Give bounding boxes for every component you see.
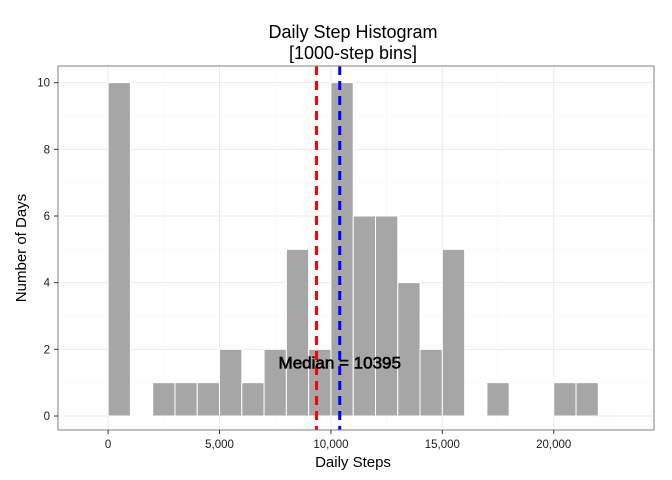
histogram-bar bbox=[285, 248, 310, 417]
histogram-bar bbox=[441, 248, 466, 417]
x-axis-ticks: 0 5,000 10,000 15,000 20,000 bbox=[105, 430, 571, 451]
histogram-bar bbox=[152, 382, 176, 417]
histogram-bar bbox=[219, 348, 243, 417]
histogram-bar bbox=[241, 382, 265, 417]
y-tick-label: 0 bbox=[44, 411, 50, 423]
histogram-bar bbox=[174, 382, 198, 417]
y-tick-label: 2 bbox=[44, 344, 50, 356]
y-axis-ticks: 0 2 4 6 8 10 bbox=[37, 78, 58, 423]
histogram-bar bbox=[530, 415, 555, 418]
reference-lines bbox=[315, 66, 342, 430]
histogram-bar bbox=[397, 282, 421, 417]
y-tick-label: 4 bbox=[44, 278, 51, 290]
chart-title-line1: Daily Step Histogram bbox=[268, 22, 437, 42]
histogram-bar bbox=[107, 82, 131, 417]
y-axis-title: Number of Days bbox=[13, 194, 30, 302]
x-tick-label: 0 bbox=[105, 439, 111, 451]
histogram-bar bbox=[374, 215, 399, 417]
panel-frame bbox=[57, 65, 655, 431]
histogram-bar bbox=[508, 415, 532, 418]
histogram-bar bbox=[486, 382, 510, 417]
chart-title-line2: [1000-step bins] bbox=[289, 43, 417, 63]
x-tick-label: 15,000 bbox=[425, 439, 460, 451]
x-tick-label: 20,000 bbox=[536, 439, 571, 451]
histogram-bar bbox=[196, 382, 221, 417]
x-tick-label: 10,000 bbox=[313, 439, 348, 451]
histogram-bar bbox=[129, 415, 154, 418]
y-tick-label: 8 bbox=[44, 144, 50, 156]
histogram-bar bbox=[553, 382, 577, 417]
histogram-bar bbox=[352, 215, 376, 417]
x-tick-label: 5,000 bbox=[205, 439, 234, 451]
y-tick-label: 10 bbox=[37, 78, 50, 90]
x-axis-title: Daily Steps bbox=[315, 454, 391, 471]
histogram-bar bbox=[464, 415, 488, 418]
y-tick-label: 6 bbox=[44, 211, 50, 223]
median-annotation: Median = 10395 bbox=[279, 354, 401, 373]
histogram-bar bbox=[419, 348, 443, 417]
histogram-bars bbox=[63, 82, 621, 418]
panel-border bbox=[57, 65, 655, 431]
histogram-bar bbox=[575, 382, 599, 417]
